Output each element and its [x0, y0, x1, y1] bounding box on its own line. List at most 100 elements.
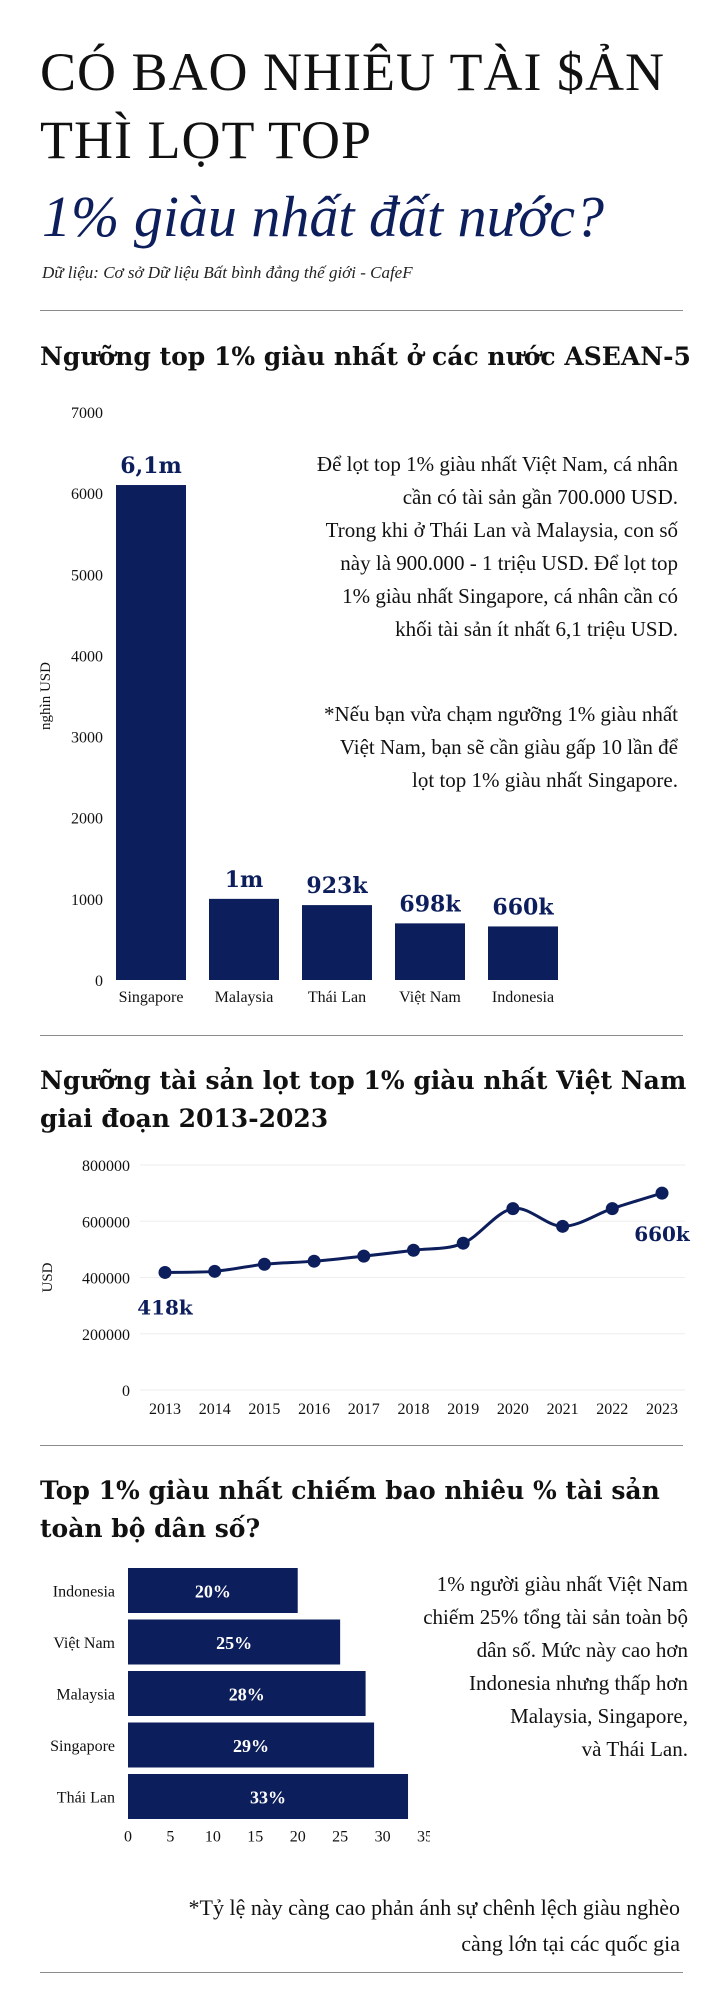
- y-tick-label: 4000: [71, 648, 103, 665]
- title-line: giai đoạn 2013-2023: [40, 1104, 329, 1133]
- y-tick-label: Malaysia: [56, 1687, 115, 1704]
- bar-value-label: 1m: [225, 867, 264, 893]
- x-tick-label: 2014: [199, 1401, 231, 1418]
- y-tick-label: 0: [122, 1383, 130, 1400]
- section3-title: Top 1% giàu nhất chiếm bao nhiêu % tài s…: [40, 1472, 660, 1548]
- x-tick-label: Singapore: [119, 989, 184, 1006]
- hbar-thái-lan: [128, 1774, 409, 1819]
- x-tick-label: Thái Lan: [308, 989, 366, 1006]
- x-tick-label: 35: [417, 1829, 430, 1846]
- para-line: Để lọt top 1% giàu nhất Việt Nam, cá nhâ…: [316, 452, 678, 476]
- para-line: Malaysia, Singapore,: [510, 1704, 688, 1728]
- data-point-2022: [605, 1202, 619, 1216]
- page-title: CÓ BAO NHIÊU TÀI $ẢN THÌ LỌT TOP: [40, 38, 665, 174]
- para-line: cần có tài sản gần 700.000 USD.: [402, 485, 678, 509]
- bar-value-label: 923k: [306, 873, 368, 899]
- asean-threshold-bar-chart: 0 1000 2000 3000 4000 5000 6000 7000 nghìn USD 6,…: [38, 405, 558, 1006]
- title-line: toàn bộ dân số?: [40, 1514, 261, 1543]
- y-tick-label: 1000: [71, 892, 103, 909]
- x-tick-label: 2023: [646, 1401, 678, 1418]
- bar-indonesia: [488, 926, 558, 980]
- x-tick-label: 2015: [248, 1401, 280, 1418]
- y-tick-label: 0: [95, 973, 103, 990]
- x-tick-label: 30: [375, 1829, 391, 1846]
- section1-paragraph: Để lọt top 1% giàu nhất Việt Nam, cá nhâ…: [230, 448, 678, 646]
- data-point-2017: [357, 1249, 371, 1263]
- x-tick-label: 2022: [596, 1401, 628, 1418]
- annotation-end: 660k: [634, 1222, 691, 1246]
- data-source: Dữ liệu: Cơ sở Dữ liệu Bất bình đẳng thế…: [42, 263, 413, 282]
- hbar-value-label: 20%: [195, 1582, 231, 1602]
- series-line: [164, 1191, 663, 1274]
- y-tick-label: 5000: [71, 567, 103, 584]
- para-line: Trong khi ở Thái Lan và Malaysia, con số: [325, 518, 678, 542]
- bar-value-label: 660k: [492, 894, 554, 920]
- y-tick-label: 6000: [71, 486, 103, 503]
- x-tick-label: 5: [166, 1829, 174, 1846]
- hbar-value-label: 28%: [229, 1685, 265, 1705]
- vietnam-threshold-line-chart: 0 200000 400000 600000 800000 USD 2013 2014 2015…: [40, 1158, 691, 1418]
- data-point-2021: [556, 1219, 570, 1233]
- para-line: 1% giàu nhất Singapore, cá nhân cần có: [342, 584, 678, 608]
- section1-note: *Nếu bạn vừa chạm ngưỡng 1% giàu nhất Vi…: [230, 698, 678, 797]
- x-tick-label: 2019: [447, 1401, 479, 1418]
- title-line-2: THÌ LỌT TOP: [40, 110, 373, 170]
- y-axis-label: nghìn USD: [38, 662, 54, 730]
- hbar-malaysia: [128, 1671, 366, 1716]
- x-tick-label: Việt Nam: [399, 989, 461, 1006]
- data-point-2020: [506, 1202, 520, 1216]
- data-point-2019: [456, 1236, 470, 1250]
- x-tick-label: 2017: [348, 1401, 380, 1418]
- y-tick-label: Thái Lan: [57, 1790, 115, 1807]
- y-tick-label: 200000: [82, 1327, 130, 1344]
- data-point-2023: [655, 1186, 669, 1200]
- hbar-value-label: 29%: [233, 1736, 269, 1756]
- hbar-value-label: 33%: [250, 1788, 286, 1808]
- para-line: khối tài sản ít nhất 6,1 triệu USD.: [395, 617, 678, 641]
- section1-title: Ngưỡng top 1% giàu nhất ở các nước ASEAN…: [40, 342, 691, 371]
- para-line: Việt Nam, bạn sẽ cần giàu gấp 10 lần để: [339, 735, 678, 759]
- para-line: dân số. Mức này cao hơn: [476, 1638, 688, 1662]
- section3-footnote: *Tỷ lệ này càng cao phản ánh sự chênh lệ…: [40, 1890, 680, 1962]
- footnote-line: càng lớn tại các quốc gia: [461, 1931, 680, 1956]
- y-tick-label: 2000: [71, 811, 103, 828]
- x-tick-label: 2020: [497, 1401, 529, 1418]
- title-line-1: CÓ BAO NHIÊU TÀI $ẢN: [40, 42, 665, 102]
- divider: [40, 310, 683, 311]
- wealth-share-bar-chart: Indonesia 20% Việt Nam 25% Malaysia 28% Singap…: [50, 1568, 430, 1846]
- hbar-value-label: 25%: [216, 1633, 252, 1653]
- x-tick-label: 2021: [547, 1401, 579, 1418]
- x-tick-label: 20: [290, 1829, 306, 1846]
- para-line: 1% người giàu nhất Việt Nam: [436, 1572, 688, 1596]
- bar-malaysia: [209, 898, 279, 980]
- para-line: Indonesia nhưng thấp hơn: [468, 1671, 688, 1695]
- bar-value-label: 698k: [399, 891, 461, 917]
- data-point-2015: [257, 1257, 271, 1271]
- title-line: Ngưỡng tài sản lọt top 1% giàu nhất Việt…: [40, 1066, 687, 1095]
- section2-title: Ngưỡng tài sản lọt top 1% giàu nhất Việt…: [40, 1062, 686, 1138]
- x-tick-label: 2016: [298, 1401, 330, 1418]
- x-tick-label: Indonesia: [492, 989, 554, 1006]
- data-point-2018: [407, 1243, 420, 1257]
- y-tick-label: Việt Nam: [53, 1635, 115, 1652]
- section3-paragraph: 1% người giàu nhất Việt Nam chiếm 25% tổ…: [370, 1568, 688, 1766]
- x-tick-label: Malaysia: [215, 989, 274, 1006]
- data-point-2013: [158, 1265, 172, 1279]
- x-tick-label: 15: [247, 1829, 263, 1846]
- page-subtitle: 1% giàu nhất đất nước?: [42, 184, 604, 249]
- footnote-line: *Tỷ lệ này càng cao phản ánh sự chênh lệ…: [188, 1895, 680, 1920]
- para-line: *Nếu bạn vừa chạm ngưỡng 1% giàu nhất: [323, 702, 678, 726]
- x-tick-label: 0: [124, 1829, 132, 1846]
- y-axis-label: USD: [40, 1262, 56, 1292]
- x-tick-label: 10: [205, 1829, 221, 1846]
- para-line: và Thái Lan.: [581, 1737, 688, 1761]
- annotation-start: 418k: [137, 1295, 194, 1319]
- bar-thái-lan: [302, 905, 372, 980]
- bar-singapore: [116, 485, 186, 980]
- data-point-2016: [307, 1254, 321, 1268]
- bar-value-label: 6,1m: [120, 453, 182, 479]
- divider: [40, 1035, 683, 1036]
- y-tick-label: 600000: [82, 1214, 130, 1231]
- para-line: chiếm 25% tổng tài sản toàn bộ: [423, 1605, 688, 1629]
- y-tick-label: 800000: [82, 1158, 130, 1175]
